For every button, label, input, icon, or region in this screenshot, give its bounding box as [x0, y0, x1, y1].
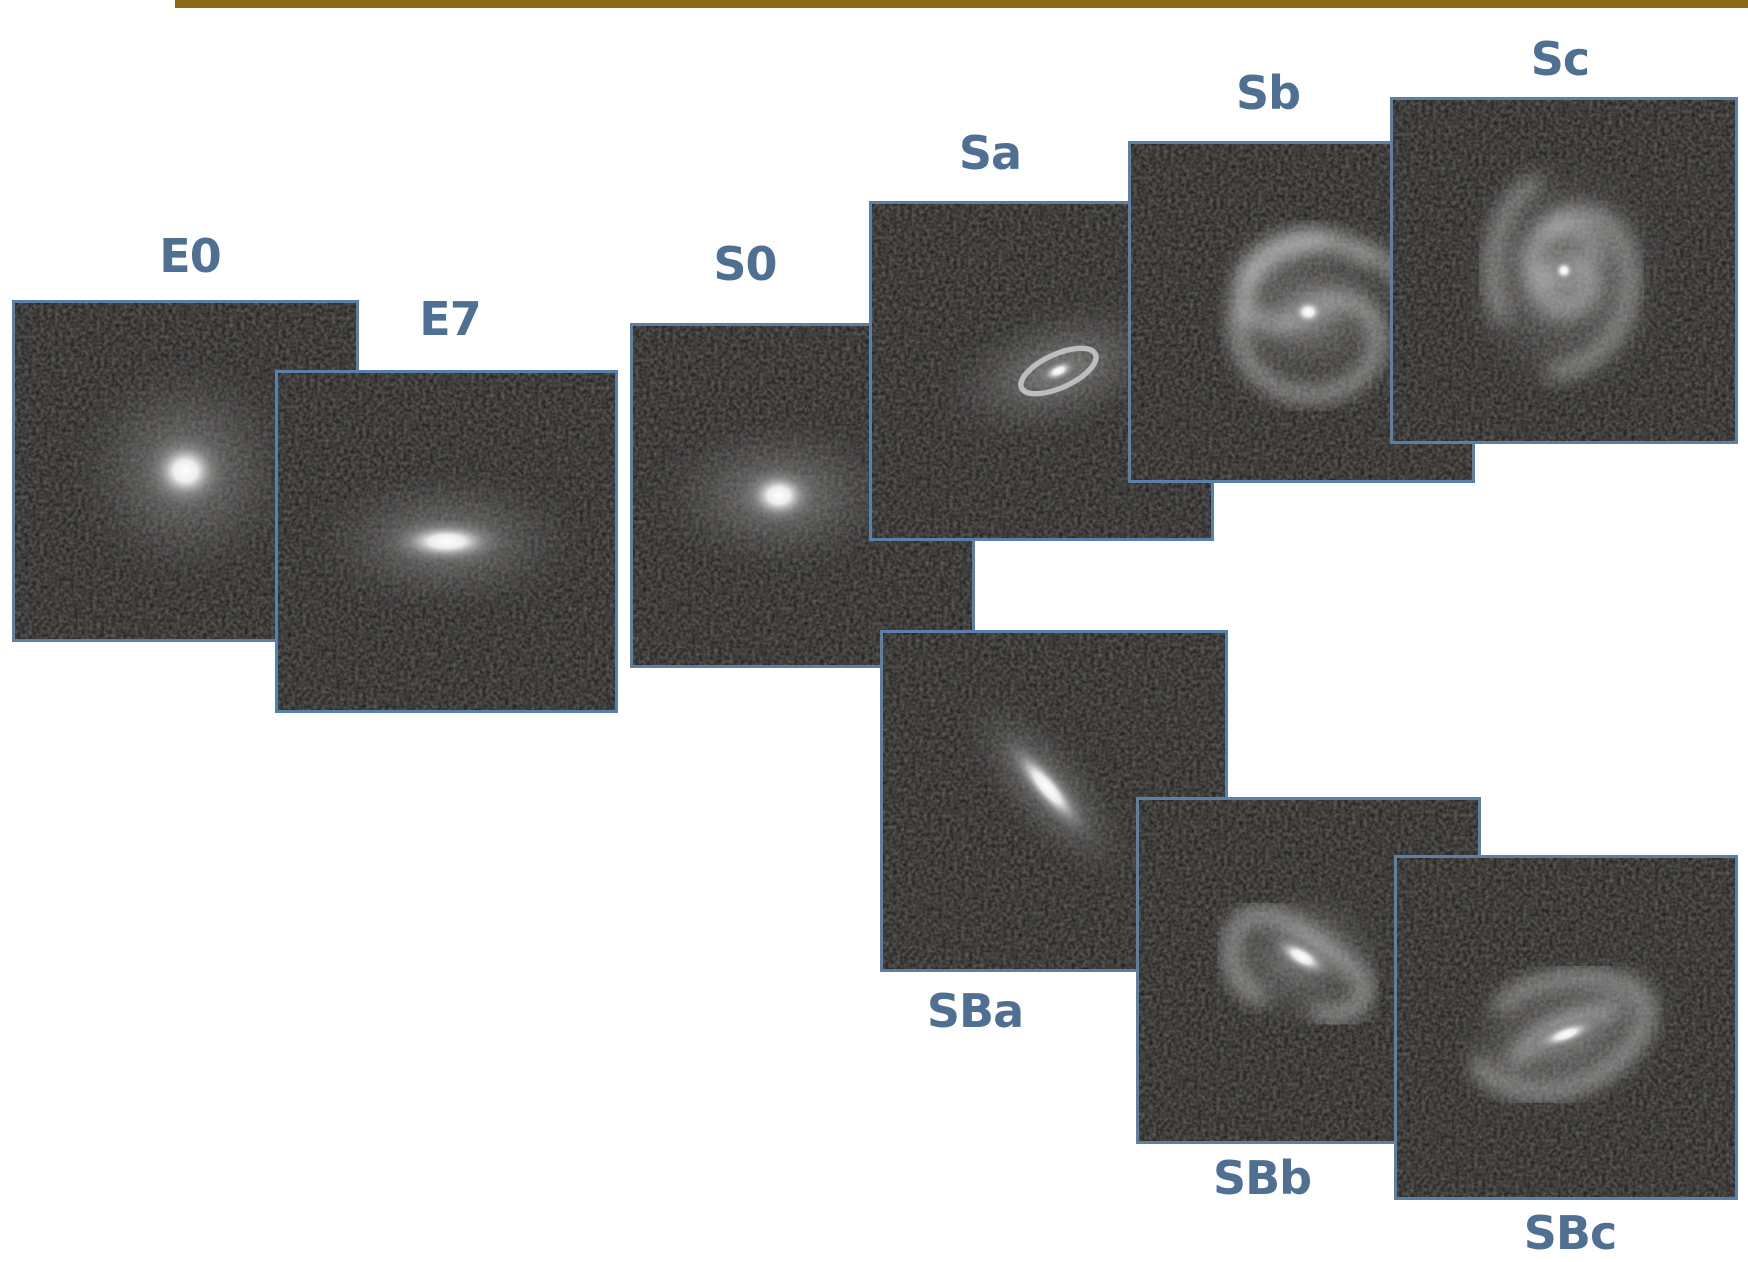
galaxy-image-e0 — [12, 300, 359, 642]
label-sbb: SBb — [1212, 1151, 1312, 1205]
label-e7: E7 — [419, 292, 481, 346]
galaxy-image-sc — [1390, 97, 1738, 444]
label-sb: Sb — [1235, 66, 1301, 120]
galaxy-image-sbc — [1394, 855, 1738, 1200]
top-bar-accent — [175, 0, 1748, 8]
top-bar — [0, 0, 1748, 8]
galaxy-image-e7 — [275, 370, 618, 713]
label-e0: E0 — [159, 229, 221, 283]
label-sbc: SBc — [1523, 1206, 1617, 1260]
label-s0: S0 — [713, 237, 777, 291]
label-sc: Sc — [1530, 32, 1590, 86]
label-sba: SBa — [926, 984, 1024, 1038]
label-sa: Sa — [958, 126, 1022, 180]
